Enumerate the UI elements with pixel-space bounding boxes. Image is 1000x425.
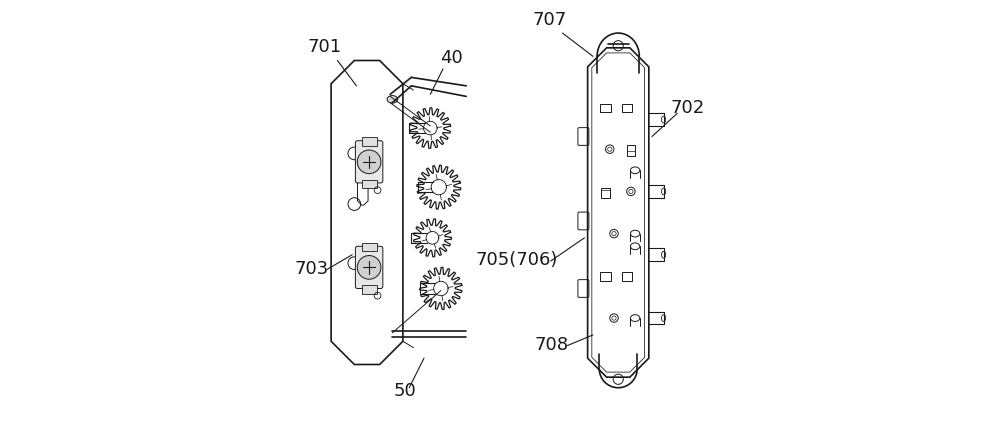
- FancyBboxPatch shape: [362, 243, 377, 251]
- Text: 50: 50: [394, 382, 416, 400]
- Text: 703: 703: [295, 260, 329, 278]
- Text: 708: 708: [534, 336, 569, 354]
- FancyBboxPatch shape: [355, 141, 383, 183]
- Text: 702: 702: [671, 99, 705, 117]
- FancyBboxPatch shape: [362, 285, 377, 294]
- Text: 40: 40: [440, 48, 463, 67]
- Circle shape: [357, 255, 381, 279]
- Text: 705(706): 705(706): [476, 251, 558, 269]
- Text: 701: 701: [308, 38, 342, 56]
- Text: 707: 707: [533, 11, 567, 28]
- FancyBboxPatch shape: [355, 246, 383, 289]
- FancyBboxPatch shape: [362, 180, 377, 188]
- Circle shape: [357, 150, 381, 174]
- FancyBboxPatch shape: [362, 137, 377, 146]
- Ellipse shape: [387, 96, 398, 103]
